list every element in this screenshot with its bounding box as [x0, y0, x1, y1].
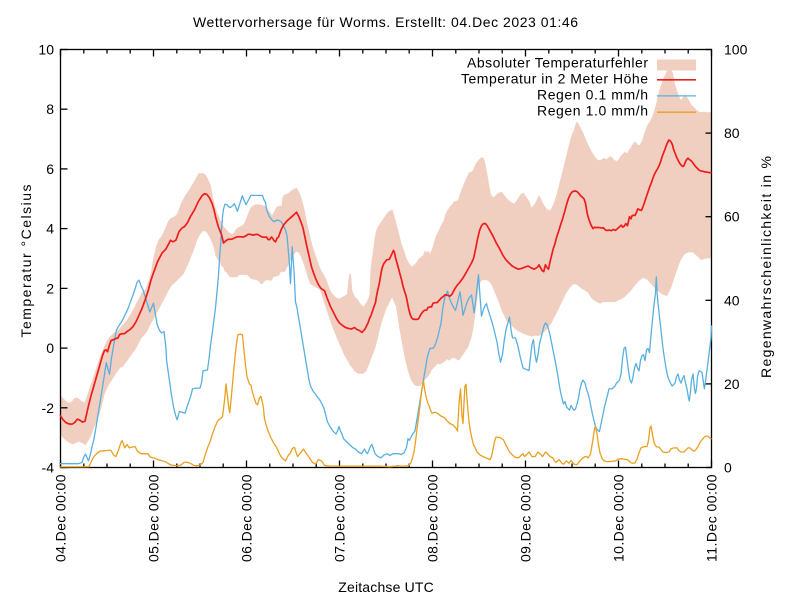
- svg-text:4: 4: [46, 221, 54, 237]
- svg-text:11.Dec 00:00: 11.Dec 00:00: [704, 474, 720, 562]
- svg-text:60: 60: [724, 209, 740, 225]
- svg-text:2: 2: [46, 280, 54, 296]
- svg-text:09.Dec 00:00: 09.Dec 00:00: [518, 474, 534, 562]
- svg-text:-2: -2: [42, 400, 55, 416]
- svg-text:Temperatur in 2 Meter Höhe: Temperatur in 2 Meter Höhe: [461, 71, 648, 87]
- svg-text:8: 8: [46, 101, 54, 117]
- svg-text:Temperatur °Celsius: Temperatur °Celsius: [18, 185, 34, 338]
- svg-text:20: 20: [724, 376, 740, 392]
- svg-text:80: 80: [724, 125, 740, 141]
- svg-text:07.Dec 00:00: 07.Dec 00:00: [332, 474, 348, 562]
- svg-text:0: 0: [724, 460, 732, 476]
- svg-text:06.Dec 00:00: 06.Dec 00:00: [239, 474, 255, 562]
- svg-text:10.Dec 00:00: 10.Dec 00:00: [611, 474, 627, 562]
- svg-text:05.Dec 00:00: 05.Dec 00:00: [146, 474, 162, 562]
- svg-text:Regen 0.1 mm/h: Regen 0.1 mm/h: [537, 87, 648, 103]
- svg-text:04.Dec 00:00: 04.Dec 00:00: [53, 474, 69, 562]
- svg-text:100: 100: [724, 42, 748, 58]
- svg-text:08.Dec 00:00: 08.Dec 00:00: [425, 474, 441, 562]
- svg-text:6: 6: [46, 161, 54, 177]
- svg-text:0: 0: [46, 340, 54, 356]
- svg-text:Zeitachse UTC: Zeitachse UTC: [338, 579, 434, 595]
- svg-text:40: 40: [724, 292, 740, 308]
- svg-text:-4: -4: [42, 460, 55, 476]
- svg-text:10: 10: [38, 42, 54, 58]
- svg-text:Wettervorhersage für Worms. Er: Wettervorhersage für Worms. Erstellt: 04…: [193, 14, 578, 30]
- svg-text:Absoluter Temperaturfehler: Absoluter Temperaturfehler: [467, 55, 648, 71]
- svg-text:Regen 1.0 mm/h: Regen 1.0 mm/h: [537, 103, 648, 119]
- svg-text:Regenwahrscheinlichkeit in %: Regenwahrscheinlichkeit in %: [758, 156, 774, 378]
